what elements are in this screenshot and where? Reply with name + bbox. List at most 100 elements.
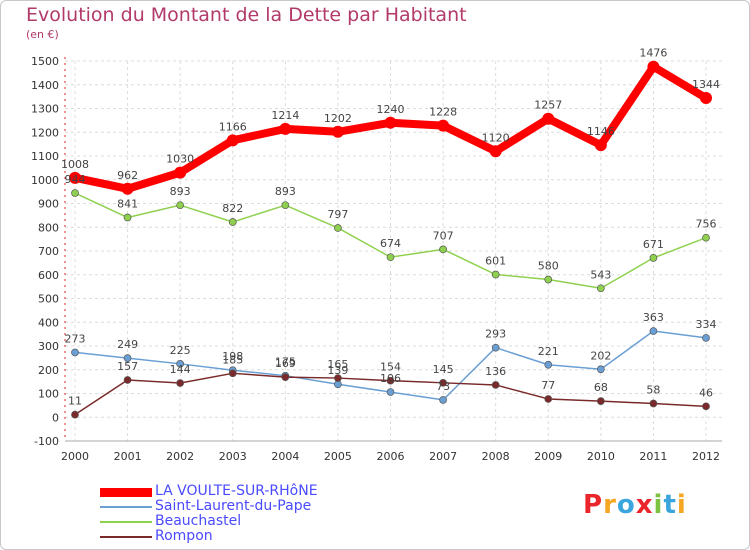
legend-swatch — [100, 536, 152, 538]
logo-letter: i — [653, 490, 664, 520]
x-tick-label: 2012 — [692, 450, 720, 463]
data-label: 185 — [222, 353, 243, 366]
data-point — [489, 145, 502, 158]
data-label: 293 — [485, 328, 506, 341]
data-point — [69, 171, 81, 184]
data-point — [439, 396, 447, 404]
data-label: 1344 — [692, 78, 720, 91]
logo-letter: r — [603, 490, 617, 520]
data-label: 944 — [65, 173, 86, 186]
data-label: 1202 — [324, 112, 352, 125]
data-point — [121, 182, 134, 195]
data-point — [176, 201, 185, 210]
data-point — [491, 343, 500, 352]
data-point — [384, 116, 397, 129]
legend-label: Saint-Laurent-du-Pape — [155, 498, 312, 514]
data-point — [596, 284, 605, 293]
data-point — [386, 253, 395, 262]
data-label: 225 — [170, 344, 191, 357]
data-point — [702, 233, 710, 242]
data-label: 1240 — [377, 103, 405, 116]
data-label: 1166 — [219, 120, 247, 133]
chart-subtitle: (en €) — [26, 28, 59, 41]
y-tick-label: 1200 — [31, 126, 59, 139]
data-point — [437, 119, 450, 132]
x-tick-label: 2004 — [271, 450, 299, 463]
logo-letter: t — [663, 490, 677, 520]
data-point — [174, 166, 187, 179]
y-tick-label: 100 — [38, 388, 59, 401]
data-label: 1146 — [587, 125, 615, 138]
data-label: 68 — [594, 381, 608, 394]
y-tick-label: -100 — [34, 435, 59, 448]
data-label: 165 — [327, 358, 348, 371]
data-point — [71, 189, 79, 197]
data-label: 797 — [327, 208, 348, 221]
data-point — [228, 218, 237, 226]
data-point — [544, 275, 553, 284]
x-tick-label: 2005 — [324, 450, 352, 463]
y-tick-label: 1000 — [31, 174, 59, 187]
x-tick-label: 2003 — [219, 450, 247, 463]
y-tick-label: 500 — [38, 293, 59, 306]
data-point — [123, 213, 132, 222]
data-point — [331, 125, 344, 138]
data-point — [544, 395, 553, 403]
data-point — [386, 376, 395, 385]
proxiti-logo: Proxiti — [583, 490, 687, 520]
data-point — [281, 201, 290, 210]
data-label: 363 — [643, 311, 664, 324]
data-point — [176, 359, 185, 368]
logo-letter: P — [583, 490, 604, 520]
data-label: 157 — [117, 360, 138, 373]
data-label: 756 — [696, 218, 717, 231]
y-tick-label: 700 — [38, 245, 59, 258]
data-label: 73 — [436, 380, 450, 393]
data-label: 1214 — [271, 109, 299, 122]
legend-swatch — [100, 521, 152, 523]
logo-letter: x — [635, 490, 654, 520]
data-point — [702, 334, 710, 342]
logo-letter: o — [616, 490, 636, 520]
data-label: 136 — [485, 365, 506, 378]
data-label: 144 — [170, 363, 191, 376]
y-tick-label: 600 — [38, 269, 59, 282]
x-tick-label: 2001 — [114, 450, 142, 463]
data-label: 77 — [541, 379, 555, 392]
data-label: 202 — [590, 349, 611, 362]
data-label: 1008 — [61, 158, 89, 171]
y-tick-label: 1500 — [31, 55, 59, 68]
data-label: 671 — [643, 238, 664, 251]
data-point — [334, 374, 342, 382]
y-tick-label: 800 — [38, 221, 59, 234]
data-label: 543 — [590, 268, 611, 281]
data-label: 169 — [275, 357, 296, 370]
data-label: 11 — [68, 395, 82, 408]
data-point — [649, 327, 658, 335]
data-point — [594, 139, 607, 152]
x-tick-label: 2010 — [587, 450, 615, 463]
data-point — [439, 378, 447, 387]
data-label: 580 — [538, 260, 559, 273]
data-point — [281, 373, 290, 381]
data-label: 273 — [65, 332, 86, 345]
data-point — [647, 60, 660, 73]
y-tick-label: 0 — [52, 411, 59, 424]
data-label: 1257 — [534, 99, 562, 112]
data-point — [649, 399, 658, 408]
y-tick-label: 1400 — [31, 79, 59, 92]
data-point — [542, 112, 555, 125]
data-point — [702, 402, 710, 411]
y-tick-label: 1300 — [31, 103, 59, 116]
data-point — [176, 379, 185, 387]
legend-label: LA VOULTE-SUR-RHôNE — [155, 483, 318, 499]
data-label: 46 — [699, 386, 713, 399]
data-label: 139 — [327, 364, 348, 377]
y-tick-label: 400 — [38, 316, 59, 329]
data-label: 893 — [275, 185, 296, 198]
data-point — [439, 245, 447, 254]
data-label: 334 — [696, 318, 717, 331]
data-point — [279, 122, 292, 135]
data-label: 1228 — [429, 106, 457, 119]
data-point — [123, 354, 132, 362]
